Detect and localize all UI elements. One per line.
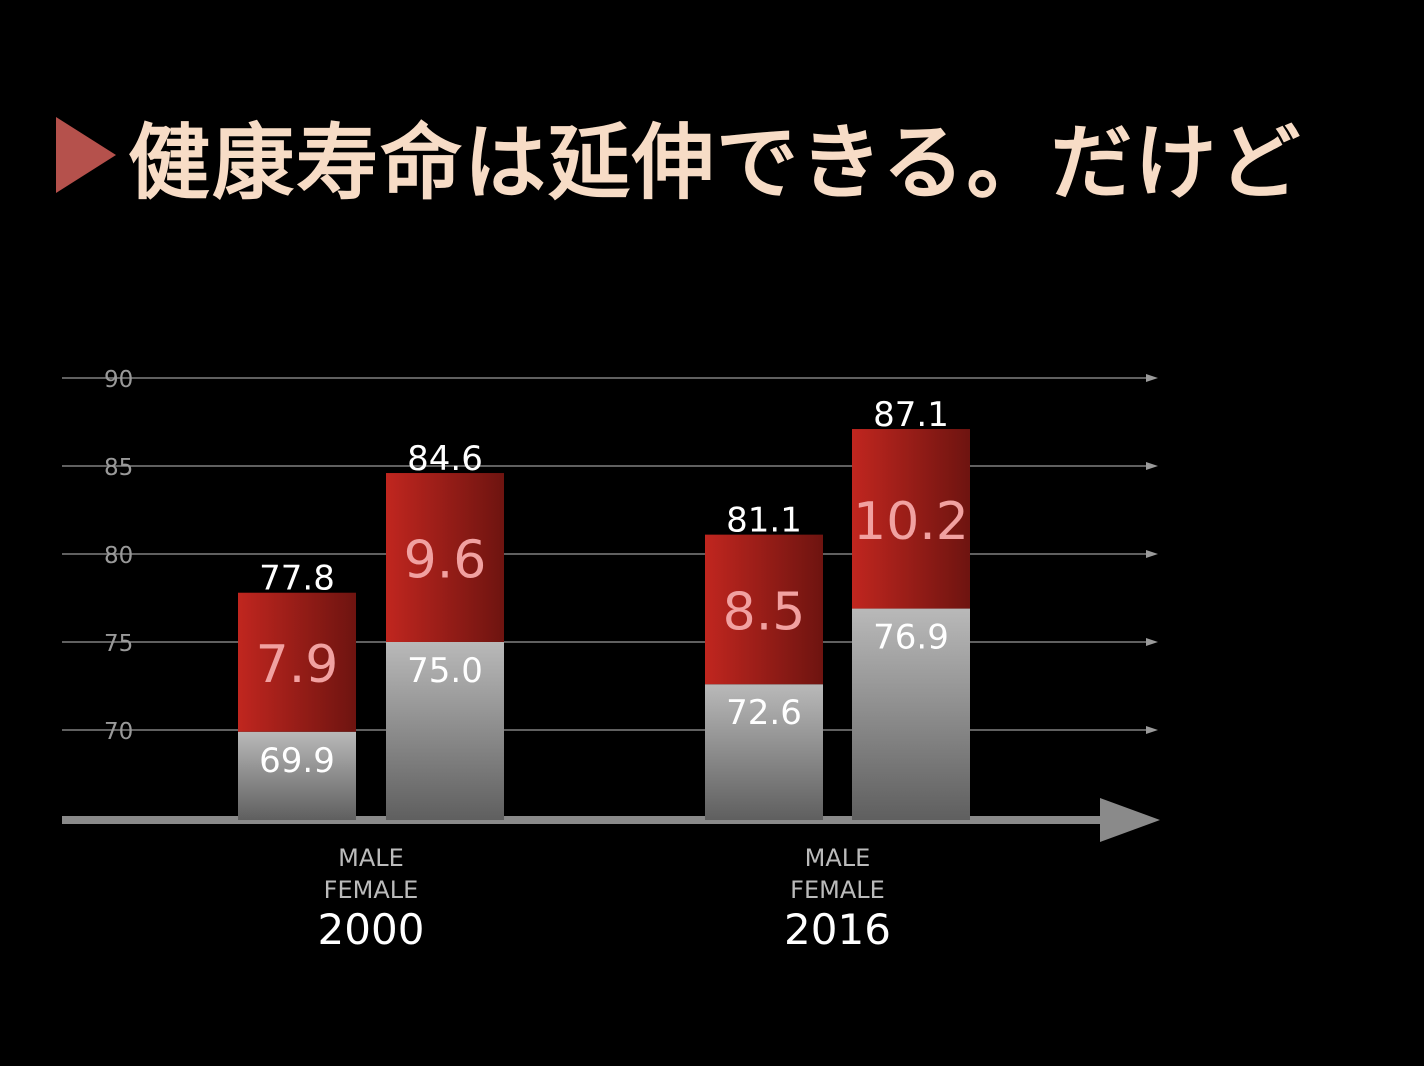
- bar-gap-2000-male: [238, 592, 356, 732]
- gap-label-2000-male: 7.9: [256, 635, 339, 695]
- gridline-arrow-icon: [1146, 550, 1158, 558]
- gap-label-2000-female: 9.6: [404, 531, 487, 591]
- total-label-2000-female: 84.6: [407, 439, 483, 479]
- triangle-bullet-icon: [56, 117, 116, 193]
- group-label-female-2000: FEMALE: [324, 876, 419, 904]
- year-label-2016: 2016: [784, 905, 891, 954]
- y-tick-label-75: 75: [104, 631, 133, 657]
- bar-gap-2000-female: [386, 473, 504, 642]
- total-label-2016-female: 87.1: [873, 395, 949, 435]
- gridline-arrow-icon: [1146, 374, 1158, 382]
- bar-layer: [238, 429, 970, 820]
- x-axis-line: [62, 816, 1102, 824]
- healthy-label-2016-male: 72.6: [726, 693, 802, 733]
- healthy-label-2016-female: 76.9: [873, 618, 949, 658]
- bar-healthy-2016-male: [705, 684, 823, 820]
- bar-healthy-2000-male: [238, 731, 356, 820]
- y-tick-label-90: 90: [104, 367, 133, 393]
- label-layer: 70 75 80 85 90 77.8 7.9 69.9 84.6 9.6 75.0 MALE FEMA…: [104, 367, 969, 954]
- healthy-label-2000-male: 69.9: [259, 741, 335, 781]
- group-label-male-2016: MALE: [805, 844, 871, 872]
- bar-gap-2016-male: [705, 534, 823, 685]
- healthy-label-2000-female: 75.0: [407, 651, 483, 691]
- y-tick-label-85: 85: [104, 455, 133, 481]
- slide-title-row: 健康寿命は延伸できる。だけど: [56, 100, 1302, 211]
- year-label-2000: 2000: [318, 905, 425, 954]
- gridline-arrow-icon: [1146, 726, 1158, 734]
- total-label-2016-male: 81.1: [726, 501, 802, 541]
- bar-gap-2016-female: [852, 429, 970, 609]
- gap-label-2016-male: 8.5: [723, 582, 806, 642]
- group-label-female-2016: FEMALE: [790, 876, 885, 904]
- bar-healthy-2000-female: [386, 642, 504, 820]
- x-axis-arrow-icon: [1100, 798, 1160, 842]
- gridline-arrow-icon: [1146, 462, 1158, 470]
- bar-healthy-2016-female: [852, 608, 970, 820]
- total-label-2000-male: 77.8: [259, 559, 335, 599]
- y-tick-label-70: 70: [104, 719, 133, 745]
- slide-title: 健康寿命は延伸できる。だけど: [128, 115, 1303, 211]
- gridline-arrow-icon: [1146, 638, 1158, 646]
- gap-label-2016-female: 10.2: [853, 492, 969, 552]
- y-tick-label-80: 80: [104, 543, 133, 569]
- group-label-male-2000: MALE: [338, 844, 404, 872]
- grid-layer: [62, 374, 1160, 842]
